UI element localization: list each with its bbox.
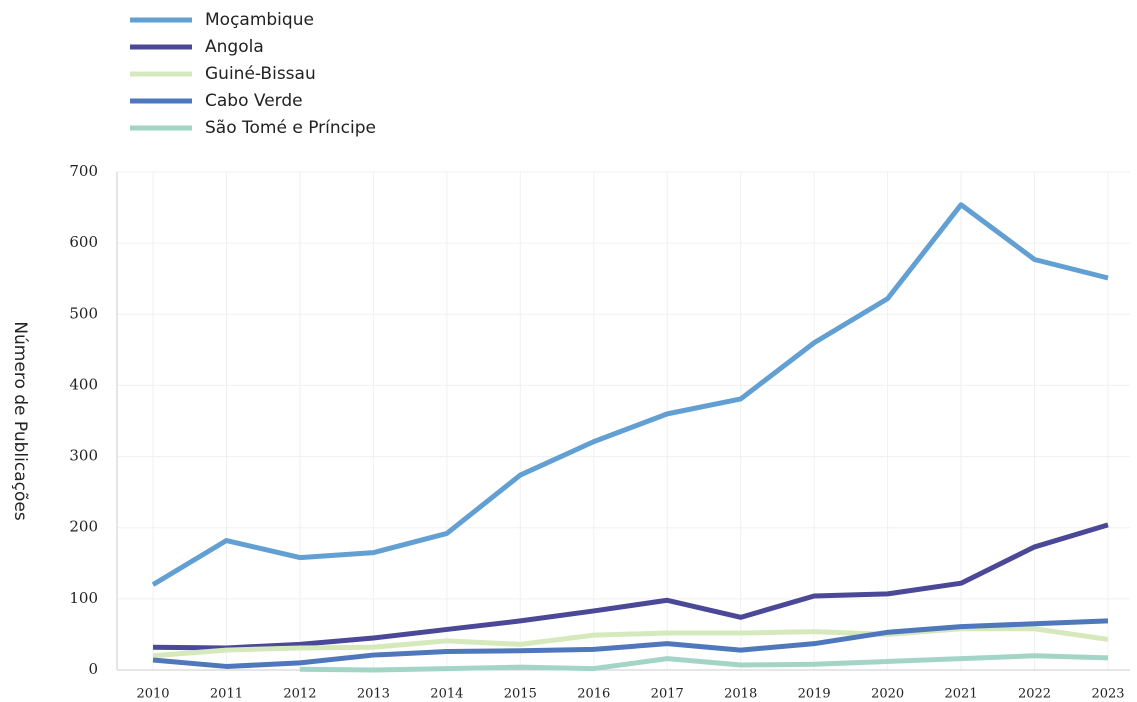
series-line [151,202,1109,587]
x-tick-label: 2017 [651,687,684,702]
x-tick-label: 2020 [871,687,904,702]
x-tick-label: 2021 [945,687,978,702]
legend-label: Cabo Verde [205,91,303,111]
x-tick-label: 2012 [283,687,316,702]
x-tick-label: 2013 [357,687,390,702]
x-tick-label: 2018 [724,687,757,702]
x-tick-label: 2016 [577,687,610,702]
legend-label: Angola [205,37,264,57]
y-tick-label: 700 [69,162,98,180]
y-tick-label: 100 [69,589,98,607]
x-tick-label: 2023 [1091,687,1124,702]
y-tick-label: 600 [69,233,98,251]
x-tick-label: 2010 [136,687,169,702]
x-tick-label: 2019 [798,687,831,702]
y-tick-label: 0 [88,660,98,678]
legend-label: Guiné-Bissau [205,64,316,84]
y-tick-label: 200 [69,518,98,536]
series-line [152,618,1109,669]
legend-label: Moçambique [205,10,314,30]
y-tick-label: 300 [69,447,98,465]
series-line [299,653,1109,673]
legend-label: São Tomé e Príncipe [205,118,376,138]
y-tick-label: 500 [69,304,98,322]
x-tick-label: 2011 [210,687,243,702]
x-tick-label: 2014 [430,687,463,702]
y-axis-label: Número de Publicações [10,321,30,521]
series-line [152,522,1109,651]
x-tick-label: 2015 [504,687,537,702]
y-tick-label: 400 [69,375,98,393]
x-tick-label: 2022 [1018,687,1051,702]
